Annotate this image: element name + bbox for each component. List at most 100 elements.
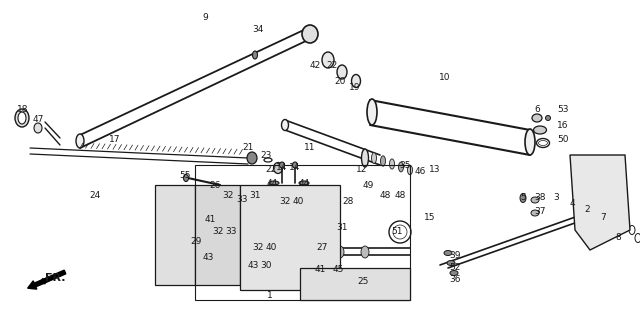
Polygon shape <box>155 185 195 285</box>
Text: 45: 45 <box>332 266 344 274</box>
Ellipse shape <box>214 185 221 192</box>
Ellipse shape <box>629 226 635 234</box>
Ellipse shape <box>228 230 234 234</box>
Text: 6: 6 <box>534 106 540 114</box>
Ellipse shape <box>211 267 218 277</box>
Ellipse shape <box>586 177 614 213</box>
Ellipse shape <box>337 65 347 79</box>
Ellipse shape <box>278 216 303 244</box>
Text: 28: 28 <box>342 198 354 207</box>
Ellipse shape <box>362 150 367 161</box>
Text: 43: 43 <box>247 261 259 270</box>
Text: 16: 16 <box>557 121 569 129</box>
Text: 27: 27 <box>316 243 328 253</box>
Text: 47: 47 <box>32 116 44 124</box>
Ellipse shape <box>167 226 177 234</box>
Text: 32: 32 <box>222 191 234 199</box>
Text: 49: 49 <box>362 180 374 190</box>
Ellipse shape <box>525 129 535 155</box>
Text: 5: 5 <box>520 193 526 203</box>
Text: 2: 2 <box>584 205 590 215</box>
Text: 22: 22 <box>266 165 276 175</box>
Ellipse shape <box>195 237 201 243</box>
Text: FR.: FR. <box>45 273 65 283</box>
Ellipse shape <box>622 220 628 230</box>
Text: 9: 9 <box>202 14 208 22</box>
Text: 17: 17 <box>109 135 121 145</box>
Text: 29: 29 <box>190 238 202 247</box>
Text: 18: 18 <box>17 106 29 114</box>
Text: 32: 32 <box>279 198 291 207</box>
Ellipse shape <box>255 245 260 250</box>
Text: 32: 32 <box>212 227 224 237</box>
Ellipse shape <box>167 251 177 259</box>
Ellipse shape <box>615 214 621 222</box>
Text: 41: 41 <box>314 266 326 274</box>
Text: 32: 32 <box>252 243 264 253</box>
Ellipse shape <box>532 114 542 122</box>
Ellipse shape <box>408 165 413 175</box>
Text: 44: 44 <box>298 179 310 187</box>
Bar <box>195 165 410 300</box>
Text: 11: 11 <box>304 144 316 152</box>
Text: 38: 38 <box>534 193 546 203</box>
Polygon shape <box>570 155 630 250</box>
Text: 8: 8 <box>615 233 621 243</box>
Text: 30: 30 <box>260 261 272 270</box>
Ellipse shape <box>447 261 455 266</box>
Ellipse shape <box>273 163 282 174</box>
Ellipse shape <box>399 162 403 172</box>
Ellipse shape <box>253 51 257 59</box>
Ellipse shape <box>216 230 221 234</box>
Polygon shape <box>195 185 240 285</box>
Ellipse shape <box>299 181 309 185</box>
Text: 34: 34 <box>252 26 264 35</box>
Text: 51: 51 <box>391 227 403 237</box>
Text: 33: 33 <box>225 227 237 237</box>
Ellipse shape <box>371 153 376 163</box>
Ellipse shape <box>76 134 84 148</box>
Text: 42: 42 <box>309 60 321 70</box>
Ellipse shape <box>381 156 385 166</box>
Ellipse shape <box>351 75 360 88</box>
Ellipse shape <box>269 181 279 185</box>
Ellipse shape <box>545 116 550 121</box>
Ellipse shape <box>531 210 539 216</box>
Text: 33: 33 <box>236 196 248 204</box>
Ellipse shape <box>280 162 285 168</box>
Text: 14: 14 <box>289 163 301 173</box>
Ellipse shape <box>534 126 547 134</box>
Ellipse shape <box>336 246 344 258</box>
Text: 22: 22 <box>326 60 338 70</box>
Ellipse shape <box>34 123 42 133</box>
Text: 53: 53 <box>557 106 569 114</box>
Text: 26: 26 <box>209 180 221 190</box>
Ellipse shape <box>184 175 189 181</box>
Text: 14: 14 <box>276 163 288 173</box>
Text: 20: 20 <box>334 77 346 87</box>
Ellipse shape <box>207 210 229 240</box>
Ellipse shape <box>167 206 177 214</box>
Text: 12: 12 <box>356 165 368 175</box>
Text: 41: 41 <box>204 215 216 225</box>
Ellipse shape <box>292 162 298 168</box>
Text: 37: 37 <box>534 208 546 216</box>
FancyArrow shape <box>28 270 66 289</box>
Text: 19: 19 <box>349 83 361 93</box>
Ellipse shape <box>211 215 225 235</box>
Text: 36: 36 <box>449 276 461 284</box>
Ellipse shape <box>205 254 211 262</box>
Ellipse shape <box>367 99 377 125</box>
Polygon shape <box>240 185 340 290</box>
Ellipse shape <box>337 273 372 295</box>
Ellipse shape <box>444 250 452 255</box>
Text: 31: 31 <box>249 191 260 199</box>
Text: 40: 40 <box>266 243 276 253</box>
Ellipse shape <box>362 149 369 167</box>
Ellipse shape <box>322 52 334 68</box>
Ellipse shape <box>390 159 394 169</box>
Ellipse shape <box>531 197 539 203</box>
Text: 46: 46 <box>414 168 426 176</box>
Text: 35: 35 <box>399 161 411 169</box>
Ellipse shape <box>450 271 458 276</box>
